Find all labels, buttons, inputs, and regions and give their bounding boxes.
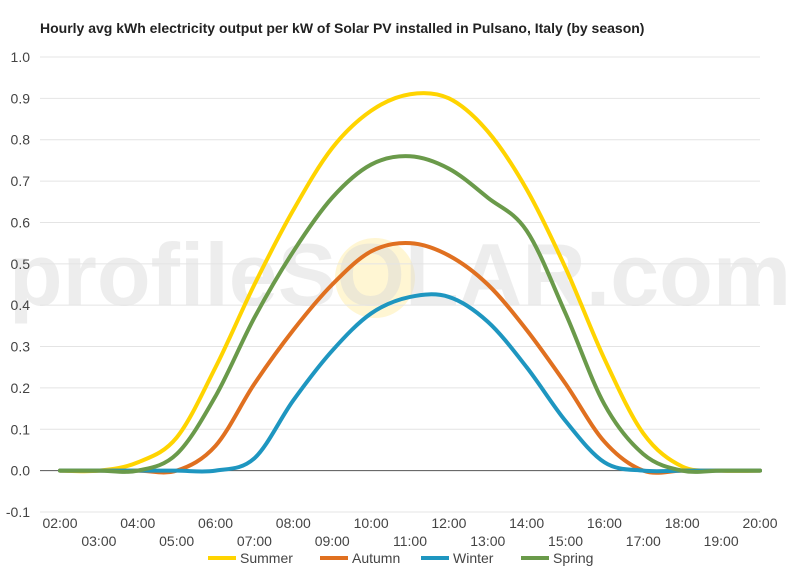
legend-swatch-summer bbox=[208, 556, 236, 560]
x-tick-label: 06:00 bbox=[198, 515, 233, 531]
legend-label-autumn: Autumn bbox=[352, 550, 400, 566]
x-tick-label: 13:00 bbox=[470, 533, 505, 549]
x-tick-label: 15:00 bbox=[548, 533, 583, 549]
y-tick-label: 0.9 bbox=[11, 90, 31, 106]
x-tick-label: 04:00 bbox=[120, 515, 155, 531]
x-tick-label: 03:00 bbox=[81, 533, 116, 549]
x-tick-label: 19:00 bbox=[704, 533, 739, 549]
legend-swatch-spring bbox=[521, 556, 549, 560]
y-tick-label: 0.2 bbox=[11, 380, 31, 396]
chart-title: Hourly avg kWh electricity output per kW… bbox=[40, 20, 644, 36]
y-tick-label: -0.1 bbox=[6, 504, 30, 520]
x-tick-label: 07:00 bbox=[237, 533, 272, 549]
watermark: profileSOLAR.com bbox=[9, 225, 791, 324]
y-axis: -0.1 0.0 0.1 0.2 0.3 0.4 0.5 0.6 0.7 0.8 0.9 1.0 bbox=[6, 49, 30, 520]
x-tick-label: 18:00 bbox=[665, 515, 700, 531]
y-tick-label: 0.5 bbox=[11, 256, 31, 272]
watermark-text: profileSOLAR.com bbox=[9, 225, 791, 324]
x-tick-label: 16:00 bbox=[587, 515, 622, 531]
series-lines bbox=[58, 90, 762, 475]
x-tick-label: 12:00 bbox=[431, 515, 466, 531]
y-tick-label: 0.7 bbox=[11, 173, 31, 189]
legend-label-spring: Spring bbox=[553, 550, 593, 566]
legend: Summer Autumn Winter Spring bbox=[208, 550, 593, 566]
x-tick-label: 10:00 bbox=[354, 515, 389, 531]
y-tick-label: 0.0 bbox=[11, 463, 31, 479]
y-tick-label: 0.4 bbox=[11, 297, 31, 313]
legend-label-summer: Summer bbox=[240, 550, 293, 566]
x-tick-label: 05:00 bbox=[159, 533, 194, 549]
x-tick-label: 02:00 bbox=[42, 515, 77, 531]
legend-label-winter: Winter bbox=[453, 550, 494, 566]
y-tick-label: 1.0 bbox=[11, 49, 31, 65]
legend-swatch-autumn bbox=[320, 556, 348, 560]
x-axis: 02:0003:0004:0005:0006:0007:0008:0009:00… bbox=[42, 515, 777, 549]
series-line-winter bbox=[58, 292, 762, 474]
x-tick-label: 20:00 bbox=[742, 515, 777, 531]
x-tick-label: 11:00 bbox=[393, 533, 427, 549]
series-line-summer bbox=[58, 90, 762, 474]
x-tick-label: 09:00 bbox=[315, 533, 350, 549]
y-tick-label: 0.8 bbox=[11, 132, 31, 148]
y-tick-label: 0.3 bbox=[11, 339, 31, 355]
x-tick-label: 14:00 bbox=[509, 515, 544, 531]
series-line-spring bbox=[58, 154, 762, 474]
watermark-sun-icon bbox=[335, 238, 415, 318]
x-tick-label: 08:00 bbox=[276, 515, 311, 531]
y-tick-label: 0.1 bbox=[11, 421, 31, 437]
x-tick-label: 17:00 bbox=[626, 533, 661, 549]
y-tick-label: 0.6 bbox=[11, 214, 31, 230]
legend-swatch-winter bbox=[421, 556, 449, 560]
